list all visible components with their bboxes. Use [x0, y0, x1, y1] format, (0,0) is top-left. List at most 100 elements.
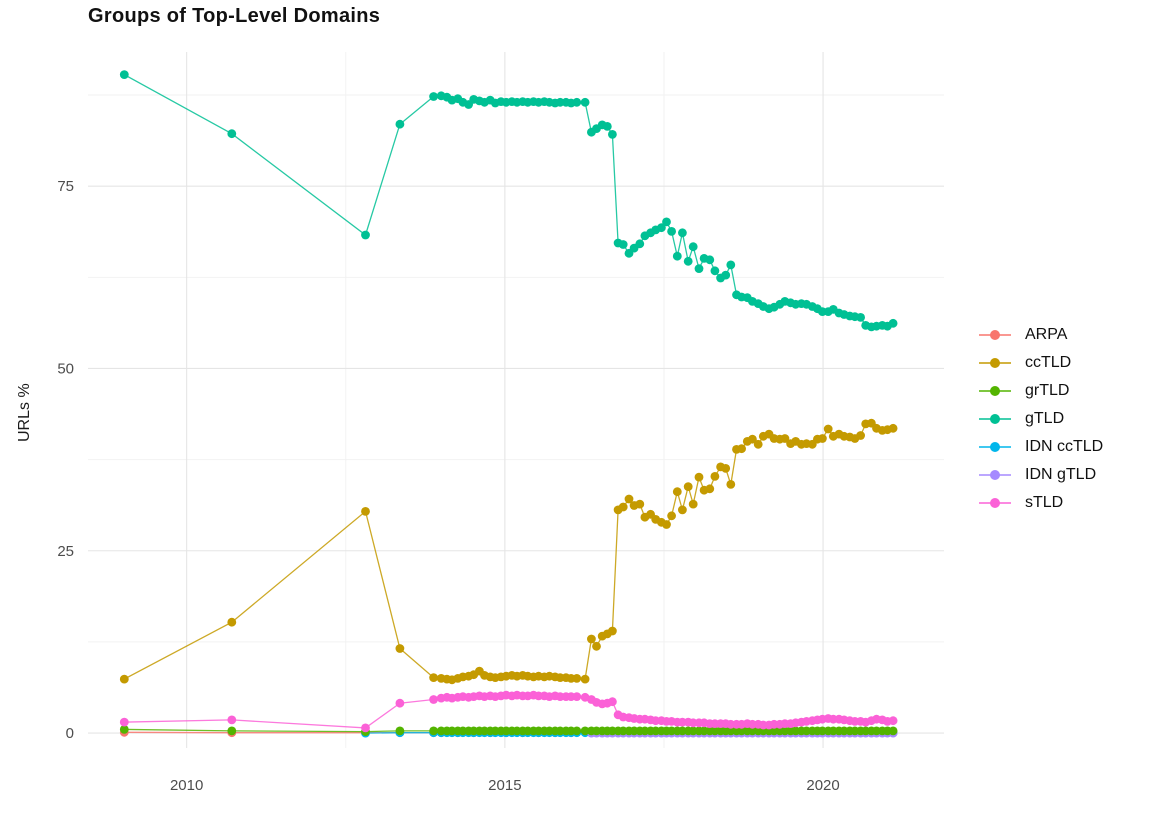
data-point-cctld — [780, 434, 790, 443]
data-point-grtld — [580, 726, 590, 736]
data-point-cctld — [694, 472, 704, 482]
gridlines-major — [88, 52, 944, 748]
data-point-cctld — [572, 674, 582, 683]
data-point-stld — [572, 692, 582, 701]
data-point-stld — [888, 716, 898, 726]
data-point-cctld — [688, 499, 698, 509]
data-point-gtld — [694, 264, 704, 273]
data-point-gtld — [119, 70, 129, 79]
data-point-grtld — [429, 726, 438, 736]
legend-key-icon — [977, 349, 1013, 377]
data-point-cctld — [753, 439, 763, 449]
data-point-cctld — [737, 444, 746, 454]
series-line-cctld — [123, 422, 894, 681]
data-point-gtld — [672, 251, 682, 261]
legend-item-arpa: ARPA — [977, 321, 1103, 349]
y-tick-label: 25 — [57, 543, 74, 560]
data-point-cctld — [361, 507, 370, 516]
data-point-cctld — [856, 431, 865, 440]
data-point-cctld — [580, 674, 590, 684]
data-point-cctld — [888, 423, 898, 433]
data-point-cctld — [683, 482, 693, 491]
data-point-gtld — [726, 260, 736, 270]
data-point-gtld — [361, 230, 370, 240]
data-point-gtld — [227, 129, 237, 139]
data-point-stld — [608, 697, 617, 707]
legend-key-icon — [977, 489, 1013, 517]
legend-item-stld: sTLD — [977, 489, 1103, 517]
data-point-gtld — [662, 217, 671, 227]
legend-item-gtld: gTLD — [977, 405, 1103, 433]
data-point-gtld — [618, 240, 628, 249]
data-point-cctld — [635, 499, 645, 509]
data-point-gtld — [580, 97, 590, 107]
data-point-gtld — [705, 255, 715, 265]
data-point-cctld — [748, 434, 757, 444]
series-line-gtld — [123, 74, 894, 328]
data-point-gtld — [429, 92, 438, 101]
data-point-gtld — [856, 313, 865, 322]
gridlines-minor — [88, 52, 944, 748]
data-point-stld — [119, 717, 129, 727]
data-point-cctld — [227, 617, 237, 627]
data-point-gtld — [395, 119, 405, 129]
data-point-stld — [361, 723, 370, 733]
data-point-gtld — [710, 266, 720, 276]
legend: ARPA ccTLD grTLD gTLD IDN ccTLD IDN gTLD sTLD — [977, 321, 1103, 517]
data-point-cctld — [726, 480, 736, 489]
data-point-gtld — [602, 122, 612, 131]
series-grtld — [119, 725, 898, 736]
data-point-cctld — [395, 644, 405, 653]
series-gtld — [119, 70, 898, 332]
legend-key-icon — [977, 461, 1013, 489]
data-point-cctld — [818, 434, 827, 443]
data-point-gtld — [608, 130, 617, 139]
axis-tick-labels: 0 25 50 75 2010 2015 2020 — [57, 178, 839, 794]
data-point-gtld — [683, 256, 693, 266]
series-stld — [119, 690, 898, 733]
chart-title: Groups of Top-Level Domains — [88, 5, 381, 27]
legend-key-icon — [977, 433, 1013, 461]
data-point-cctld — [667, 511, 676, 521]
data-point-gtld — [688, 242, 698, 252]
data-point-cctld — [608, 626, 617, 636]
data-point-gtld — [678, 228, 687, 238]
data-point-gtld — [657, 223, 666, 233]
data-point-cctld — [705, 484, 715, 494]
y-tick-label: 50 — [57, 360, 74, 377]
data-point-cctld — [592, 641, 601, 651]
legend-key-icon — [977, 405, 1013, 433]
data-point-grtld — [395, 726, 405, 736]
y-tick-label: 75 — [57, 178, 74, 195]
data-point-grtld — [227, 726, 237, 736]
data-point-cctld — [662, 520, 671, 529]
x-tick-label: 2015 — [488, 777, 521, 794]
legend-label: gTLD — [1025, 410, 1065, 427]
x-tick-label: 2010 — [170, 777, 203, 794]
data-point-cctld — [721, 464, 731, 473]
y-tick-label: 0 — [66, 725, 74, 742]
data-point-stld — [429, 695, 438, 704]
y-axis-title: URLs % — [16, 383, 33, 442]
data-point-stld — [395, 698, 405, 708]
data-point-grtld — [888, 726, 898, 736]
data-point-cctld — [672, 487, 682, 497]
data-point-gtld — [572, 97, 582, 107]
data-point-cctld — [587, 634, 596, 644]
data-point-gtld — [888, 318, 898, 328]
data-point-stld — [227, 715, 237, 725]
legend-label: grTLD — [1025, 382, 1070, 399]
legend-label: IDN ccTLD — [1025, 438, 1104, 455]
data-point-grtld — [572, 726, 582, 736]
x-tick-label: 2020 — [806, 777, 839, 794]
data-point-cctld — [624, 494, 634, 504]
data-point-cctld — [678, 505, 687, 515]
legend-label: sTLD — [1025, 494, 1064, 511]
legend-item-cctld: ccTLD — [977, 349, 1103, 377]
series-cctld — [119, 418, 898, 685]
data-point-grtld — [119, 725, 129, 734]
legend-key-icon — [977, 377, 1013, 405]
legend-item-grtld: grTLD — [977, 377, 1103, 405]
